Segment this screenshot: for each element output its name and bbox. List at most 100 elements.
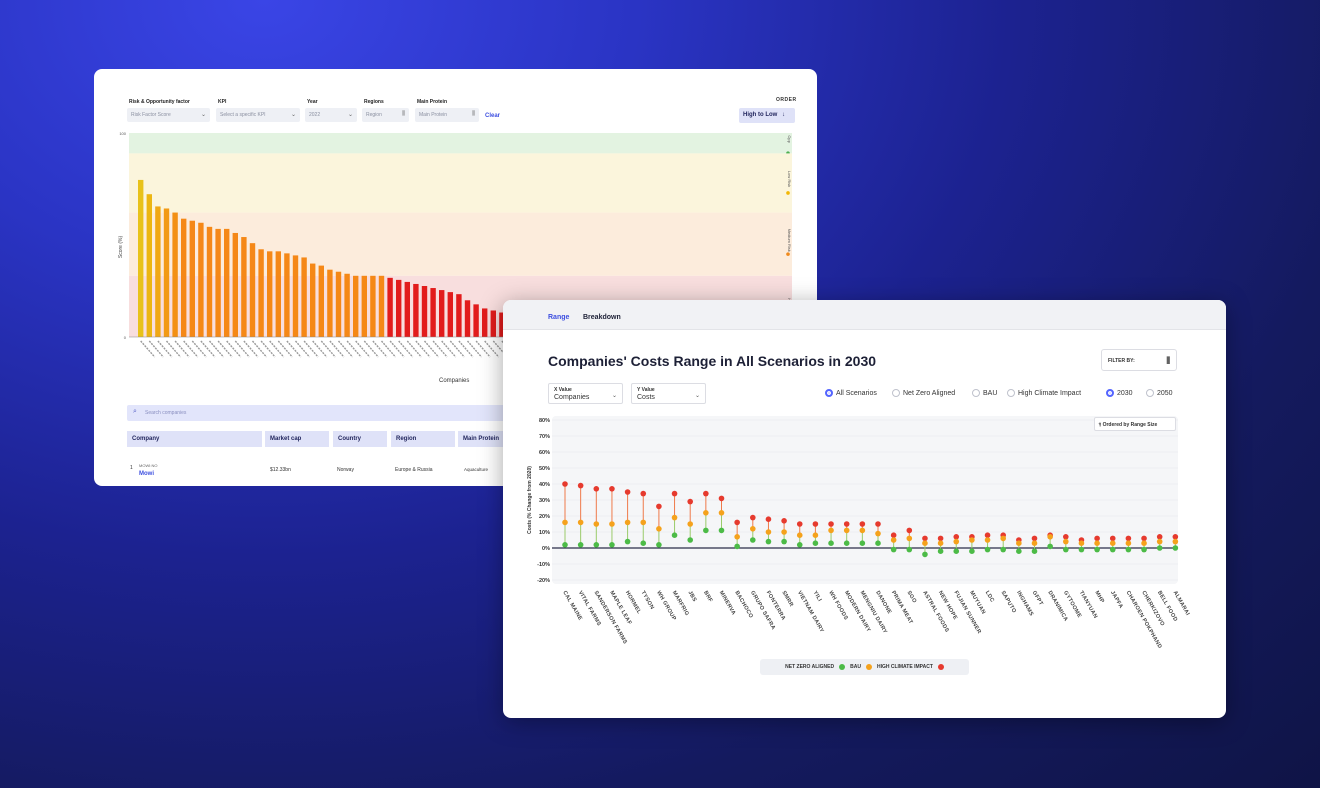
point-bau[interactable] (593, 521, 600, 527)
col-market-cap[interactable]: Market cap (265, 431, 329, 447)
point-net-zero[interactable] (624, 538, 631, 545)
point-bau[interactable] (937, 540, 944, 546)
protein-select[interactable]: Main Protein ⫼ (415, 108, 479, 122)
point-net-zero[interactable] (656, 542, 662, 548)
bar[interactable] (275, 251, 281, 337)
col-region[interactable]: Region (391, 431, 455, 447)
col-country[interactable]: Country (333, 431, 387, 447)
point-bau[interactable] (922, 540, 928, 546)
point-net-zero[interactable] (593, 542, 600, 548)
point-bau[interactable] (562, 519, 568, 526)
point-high-climate[interactable] (906, 527, 913, 534)
point-bau[interactable] (1172, 538, 1179, 545)
bar[interactable] (146, 194, 152, 337)
point-bau[interactable] (906, 535, 913, 542)
point-bau[interactable] (984, 537, 991, 543)
bar[interactable] (163, 208, 170, 337)
point-net-zero[interactable] (906, 546, 913, 553)
point-net-zero[interactable] (1031, 548, 1038, 554)
point-high-climate[interactable] (953, 534, 960, 540)
point-bau[interactable] (1125, 540, 1132, 546)
bar[interactable] (301, 257, 307, 337)
point-high-climate[interactable] (1156, 534, 1163, 540)
bar[interactable] (344, 273, 350, 337)
point-bau[interactable] (656, 526, 662, 532)
point-net-zero[interactable] (609, 542, 615, 548)
point-bau[interactable] (1031, 540, 1038, 546)
bar[interactable] (292, 255, 299, 337)
point-high-climate[interactable] (1094, 535, 1100, 542)
point-bau[interactable] (624, 519, 631, 526)
point-high-climate[interactable] (1125, 535, 1132, 542)
point-net-zero[interactable] (671, 532, 678, 538)
tab-breakdown[interactable]: Breakdown (583, 314, 621, 321)
bar[interactable] (232, 232, 238, 337)
point-net-zero[interactable] (577, 542, 584, 548)
filter-by-button[interactable]: FILTER BY: ⫼ (1101, 349, 1177, 371)
bar[interactable] (353, 275, 359, 337)
bar[interactable] (172, 212, 178, 337)
point-net-zero[interactable] (718, 527, 725, 534)
point-net-zero[interactable] (969, 548, 975, 554)
bar[interactable] (258, 249, 264, 337)
tab-range[interactable]: Range (548, 314, 570, 321)
bar[interactable] (482, 308, 488, 337)
bar[interactable] (224, 228, 230, 337)
radio-net-zero[interactable]: Net Zero Aligned (892, 389, 955, 397)
point-high-climate[interactable] (640, 490, 647, 497)
bar[interactable] (447, 292, 453, 337)
point-high-climate[interactable] (781, 518, 787, 524)
radio-2030[interactable]: 2030 (1106, 389, 1133, 397)
point-net-zero[interactable] (890, 546, 897, 553)
point-net-zero[interactable] (1094, 546, 1100, 553)
bar[interactable] (473, 304, 479, 337)
point-high-climate[interactable] (1172, 534, 1179, 540)
point-bau[interactable] (1016, 540, 1022, 546)
point-net-zero[interactable] (1172, 545, 1179, 551)
point-high-climate[interactable] (859, 521, 866, 527)
radio-2050[interactable]: 2050 (1146, 389, 1173, 397)
point-bau[interactable] (1156, 538, 1163, 545)
search-input[interactable]: ⌕ Search companies (127, 405, 517, 421)
point-high-climate[interactable] (1109, 535, 1116, 542)
point-high-climate[interactable] (984, 532, 991, 538)
point-net-zero[interactable] (984, 546, 991, 553)
point-net-zero[interactable] (734, 543, 740, 550)
point-high-climate[interactable] (765, 516, 772, 522)
point-bau[interactable] (969, 537, 975, 543)
bar[interactable] (361, 275, 367, 337)
bar[interactable] (284, 253, 290, 337)
year-select[interactable]: 2022 ⌄ (305, 108, 357, 122)
point-high-climate[interactable] (922, 535, 928, 542)
bar[interactable] (198, 222, 204, 337)
point-high-climate[interactable] (828, 521, 834, 527)
point-net-zero[interactable] (1063, 546, 1069, 553)
point-net-zero[interactable] (1109, 546, 1116, 553)
bar[interactable] (413, 283, 419, 337)
bar[interactable] (404, 281, 410, 337)
point-net-zero[interactable] (875, 540, 881, 546)
point-net-zero[interactable] (922, 551, 928, 558)
bar[interactable] (215, 228, 221, 337)
point-bau[interactable] (734, 534, 740, 540)
kpi-select[interactable]: Select a specific KPI ⌄ (216, 108, 300, 122)
y-value-select[interactable]: Y Value Costs ⌄ (631, 383, 706, 404)
point-high-climate[interactable] (1141, 535, 1147, 542)
bar[interactable] (318, 265, 324, 337)
point-bau[interactable] (687, 521, 693, 527)
point-high-climate[interactable] (624, 489, 631, 495)
point-net-zero[interactable] (953, 548, 960, 554)
bar[interactable] (310, 263, 316, 337)
point-net-zero[interactable] (828, 540, 834, 546)
point-high-climate[interactable] (734, 519, 740, 526)
point-bau[interactable] (750, 526, 756, 532)
point-net-zero[interactable] (843, 540, 850, 546)
row-company-link[interactable]: Mowi (139, 471, 154, 477)
regions-select[interactable]: Region ⫼ (362, 108, 409, 122)
point-high-climate[interactable] (750, 514, 756, 521)
point-bau[interactable] (1047, 534, 1053, 540)
point-net-zero[interactable] (750, 537, 756, 543)
bar[interactable] (396, 279, 402, 337)
point-bau[interactable] (859, 527, 866, 534)
point-high-climate[interactable] (812, 521, 819, 527)
